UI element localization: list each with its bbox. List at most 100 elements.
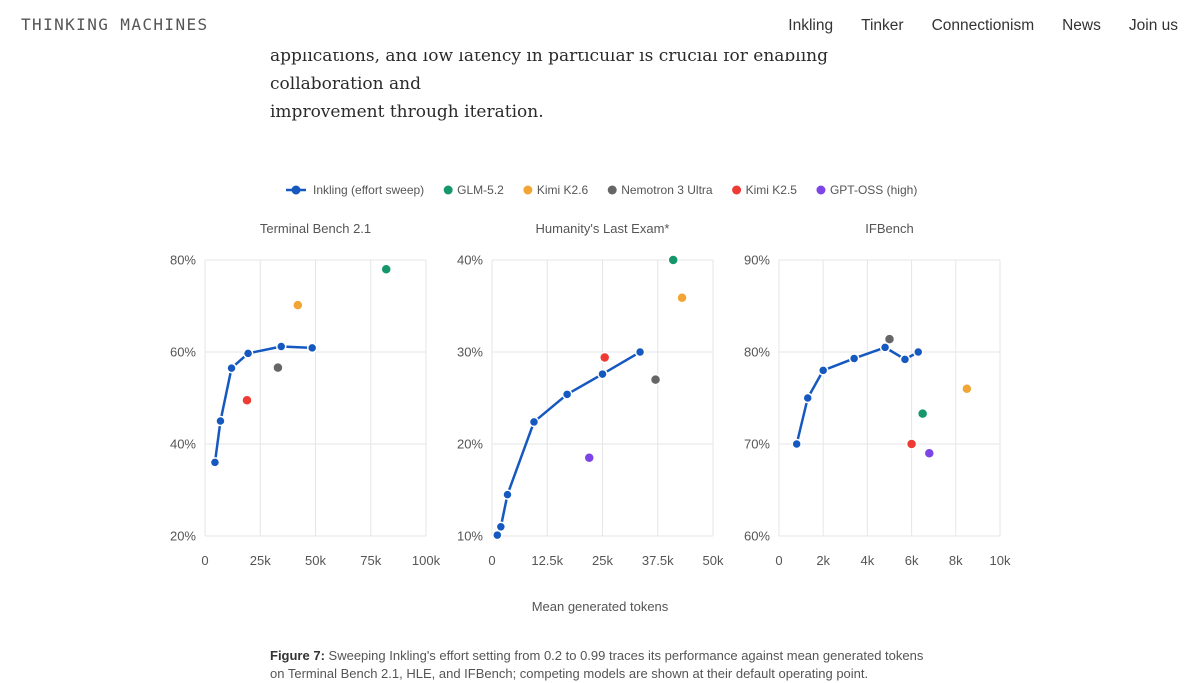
legend-item-kimi-k2-6: Kimi K2.6	[523, 183, 589, 197]
nav-link-tinker[interactable]: Tinker	[861, 17, 904, 34]
top-navigation: THINKING MACHINES Inkling Tinker Connect…	[0, 0, 1200, 52]
nav-link-news[interactable]: News	[1062, 17, 1101, 34]
data-point-kimi-k2-6	[292, 299, 304, 311]
data-point-inkling	[899, 354, 911, 365]
data-point-inkling	[597, 368, 608, 380]
chart-legend: Inkling (effort sweep) GLM-5.2 Kimi K2.6 Ne…	[286, 183, 917, 197]
legend-marker	[291, 185, 301, 195]
data-point-inkling	[226, 362, 237, 374]
x-tick-label: 12.5k	[531, 553, 563, 568]
data-point-inkling	[912, 346, 924, 358]
data-point-inkling	[502, 489, 513, 500]
data-point-gpt-oss-high	[923, 447, 936, 459]
x-tick-label: 10k	[990, 553, 1011, 568]
legend-item-glm-5-2: GLM-5.2	[443, 183, 504, 197]
article-paragraph: applications, and low latency in particu…	[270, 42, 910, 126]
legend-label: GPT-OSS (high)	[830, 183, 917, 197]
data-point-kimi-k2-5	[598, 351, 611, 364]
legend-item-nemotron-3-ultra: Nemotron 3 Ultra	[607, 183, 713, 197]
panel-title: Humanity's Last Exam*	[536, 221, 670, 236]
y-tick-label: 80%	[744, 345, 770, 360]
figure-caption: Figure 7: Sweeping Inkling's effort sett…	[270, 647, 930, 683]
panel-humanity-s-last-exam: Humanity's Last Exam* 0 12.5k 25k 37.5k 50k 10…	[457, 221, 724, 568]
x-tick-label: 2k	[816, 553, 830, 568]
nav-link-join-us[interactable]: Join us	[1128, 17, 1178, 34]
data-point-inkling	[817, 365, 829, 376]
data-point-inkling	[561, 389, 573, 400]
y-tick-label: 70%	[744, 437, 770, 452]
data-point-inkling	[306, 342, 318, 354]
data-point-inkling	[242, 348, 254, 359]
panel-title: IFBench	[865, 221, 913, 236]
data-point-inkling	[802, 392, 813, 404]
y-tick-label: 20%	[170, 529, 196, 544]
data-point-nemotron-3-ultra	[272, 361, 284, 374]
legend-marker	[816, 185, 826, 195]
caption-label: Figure 7:	[270, 648, 325, 663]
x-tick-label: 6k	[905, 553, 919, 568]
x-tick-label: 25k	[250, 553, 271, 568]
legend-label: Inkling (effort sweep)	[313, 183, 424, 197]
data-point-kimi-k2-6	[961, 383, 973, 395]
x-axis-label: Mean generated tokens	[532, 599, 669, 614]
y-tick-label: 60%	[170, 345, 196, 360]
y-tick-label: 90%	[744, 253, 770, 268]
y-tick-label: 80%	[170, 253, 196, 268]
panel-title: Terminal Bench 2.1	[260, 221, 371, 236]
data-point-inkling	[275, 341, 287, 352]
y-tick-label: 60%	[744, 529, 770, 544]
nav-link-inkling[interactable]: Inkling	[788, 17, 834, 34]
data-point-inkling	[879, 342, 891, 353]
caption-text: Sweeping Inkling's effort setting from 0…	[270, 648, 924, 681]
x-tick-label: 50k	[305, 553, 326, 568]
x-tick-label: 0	[488, 553, 495, 568]
data-point-inkling	[848, 353, 860, 364]
legend-marker	[523, 185, 533, 195]
y-tick-label: 40%	[457, 253, 483, 268]
data-point-gpt-oss-high	[583, 452, 595, 464]
data-point-glm-5-2	[380, 263, 392, 275]
legend-label: GLM-5.2	[457, 183, 504, 197]
data-point-glm-5-2	[667, 254, 679, 266]
panel-terminal-bench-2-1: Terminal Bench 2.1 0 25k 50k 75k 100k 20% 40% 60…	[170, 221, 441, 568]
data-point-inkling	[791, 438, 802, 450]
legend-marker	[732, 185, 742, 195]
data-point-inkling	[495, 521, 507, 533]
data-point-nemotron-3-ultra	[883, 333, 896, 345]
nav-menu: Inkling Tinker Connectionism News Join u…	[788, 17, 1178, 35]
x-tick-label: 37.5k	[642, 553, 674, 568]
article-line: improvement through iteration.	[270, 102, 544, 122]
x-tick-label: 50k	[703, 553, 724, 568]
data-point-nemotron-3-ultra	[649, 373, 662, 386]
x-tick-label: 75k	[360, 553, 381, 568]
data-point-glm-5-2	[916, 407, 929, 420]
legend-label: Kimi K2.6	[537, 183, 589, 197]
legend-label: Kimi K2.5	[746, 183, 798, 197]
x-tick-label: 0	[775, 553, 782, 568]
data-point-kimi-k2-5	[905, 438, 918, 450]
data-point-inkling	[634, 346, 646, 358]
legend-item-gpt-oss-high: GPT-OSS (high)	[816, 183, 917, 197]
x-tick-label: 4k	[861, 553, 875, 568]
legend-item-inkling-effort-sweep: Inkling (effort sweep)	[286, 183, 424, 197]
x-tick-label: 100k	[412, 553, 441, 568]
data-point-inkling	[215, 415, 226, 427]
y-tick-label: 30%	[457, 345, 483, 360]
brand-logo[interactable]: THINKING MACHINES	[21, 15, 209, 34]
x-tick-label: 0	[201, 553, 208, 568]
legend-marker	[443, 185, 453, 195]
legend-marker	[607, 185, 617, 195]
data-point-kimi-k2-6	[676, 291, 688, 304]
x-tick-label: 25k	[592, 553, 613, 568]
legend-label: Nemotron 3 Ultra	[621, 183, 713, 197]
y-tick-label: 10%	[457, 529, 483, 544]
data-point-inkling	[528, 416, 540, 428]
figure-chart: Inkling (effort sweep) GLM-5.2 Kimi K2.6 Ne…	[170, 183, 1011, 614]
panel-ifbench: IFBench 0 2k 4k 6k 8k 10k 60% 70% 80% 90%	[744, 221, 1011, 568]
nav-link-connectionism[interactable]: Connectionism	[931, 17, 1035, 34]
y-tick-label: 40%	[170, 437, 196, 452]
data-point-kimi-k2-5	[241, 394, 253, 407]
x-tick-label: 8k	[949, 553, 963, 568]
data-point-inkling	[209, 457, 221, 468]
y-tick-label: 20%	[457, 437, 483, 452]
